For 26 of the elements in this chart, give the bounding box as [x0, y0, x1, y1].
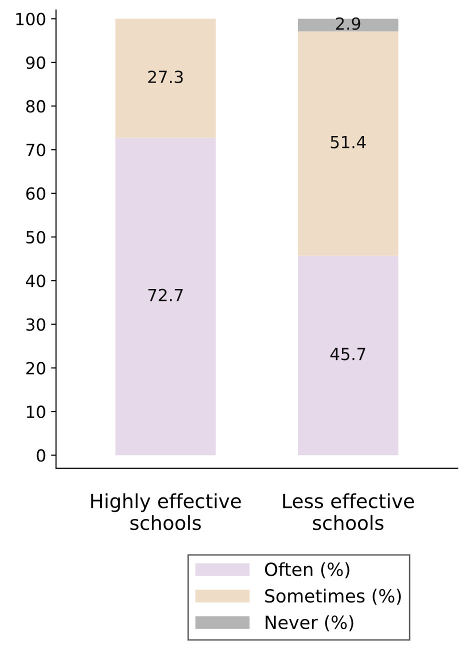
data-label: 51.4	[330, 136, 366, 148]
data-label: 72.7	[148, 288, 183, 302]
y-tick-label: 40	[26, 274, 46, 288]
data-label: 27.3	[148, 70, 183, 84]
bar	[115, 18, 216, 138]
legend-label: Never (%)	[266, 615, 354, 632]
data-label: 2.9	[336, 17, 360, 30]
y-tick-label: 90	[26, 56, 46, 69]
legend-label: Often (%)	[265, 562, 350, 578]
bar	[298, 31, 398, 256]
x-tick-label: Less effective schools	[283, 493, 414, 530]
bar	[298, 256, 398, 456]
y-tick-label: 20	[26, 362, 46, 374]
y-tick-label: 50	[26, 230, 46, 244]
y-tick-label: 0	[36, 449, 46, 462]
y-tick-label: 10	[26, 406, 46, 418]
y-tick-label: 70	[26, 144, 46, 156]
y-tick-label: 60	[26, 187, 46, 200]
x-tick-label: Highly effective schools	[91, 493, 241, 530]
data-label: 45.7	[330, 348, 366, 360]
y-tick-label: 100	[16, 12, 46, 26]
y-tick-label: 30	[26, 318, 46, 331]
legend-label: Sometimes (%)	[265, 588, 401, 605]
y-tick-label: 80	[26, 100, 46, 113]
bar	[115, 138, 216, 456]
bar	[298, 18, 398, 32]
